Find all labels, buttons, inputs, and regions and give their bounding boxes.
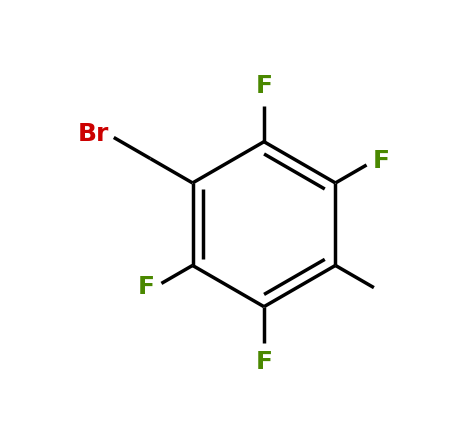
Text: F: F — [255, 350, 272, 374]
Text: Br: Br — [78, 122, 110, 146]
Text: F: F — [138, 275, 155, 299]
Text: F: F — [373, 149, 390, 173]
Text: F: F — [255, 74, 272, 98]
